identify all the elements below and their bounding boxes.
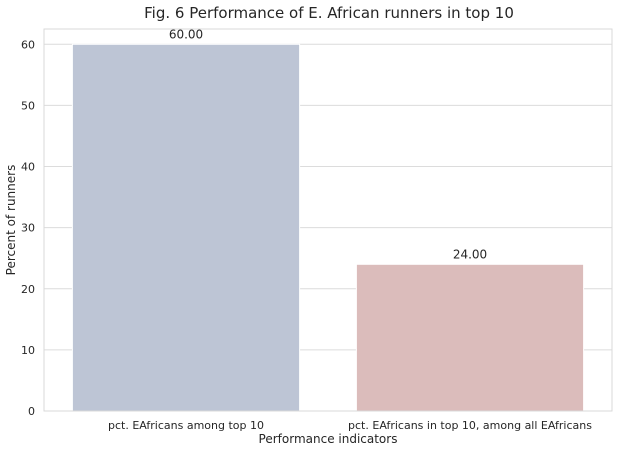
y-axis-label: Percent of runners — [4, 165, 18, 276]
x-axis-label: Performance indicators — [259, 432, 398, 446]
plot-frame — [43, 28, 613, 412]
x-tick-label: pct. EAfricans among top 10 — [108, 419, 264, 432]
y-tick-label: 60 — [21, 38, 35, 51]
y-axis-ticks: 0 10 20 30 40 50 60 — [21, 38, 35, 418]
bar-value-label: 60.00 — [169, 27, 203, 41]
y-tick-label: 50 — [21, 99, 35, 112]
bar-value-label: 24.00 — [453, 247, 487, 261]
y-tick-label: 30 — [21, 222, 35, 235]
y-tick-label: 40 — [21, 161, 35, 174]
x-axis-ticks: pct. EAfricans among top 10 pct. EAfrican… — [108, 419, 592, 432]
y-tick-label: 10 — [21, 344, 35, 357]
y-tick-label: 0 — [28, 405, 35, 418]
bar — [355, 263, 585, 412]
x-tick-label: pct. EAfricans in top 10, among all EAfr… — [348, 419, 592, 432]
data-labels: 60.00 24.00 — [169, 27, 487, 261]
bars — [71, 43, 585, 412]
bar — [71, 43, 301, 412]
y-tick-label: 20 — [21, 283, 35, 296]
chart-title: Fig. 6 Performance of E. African runners… — [144, 4, 514, 22]
